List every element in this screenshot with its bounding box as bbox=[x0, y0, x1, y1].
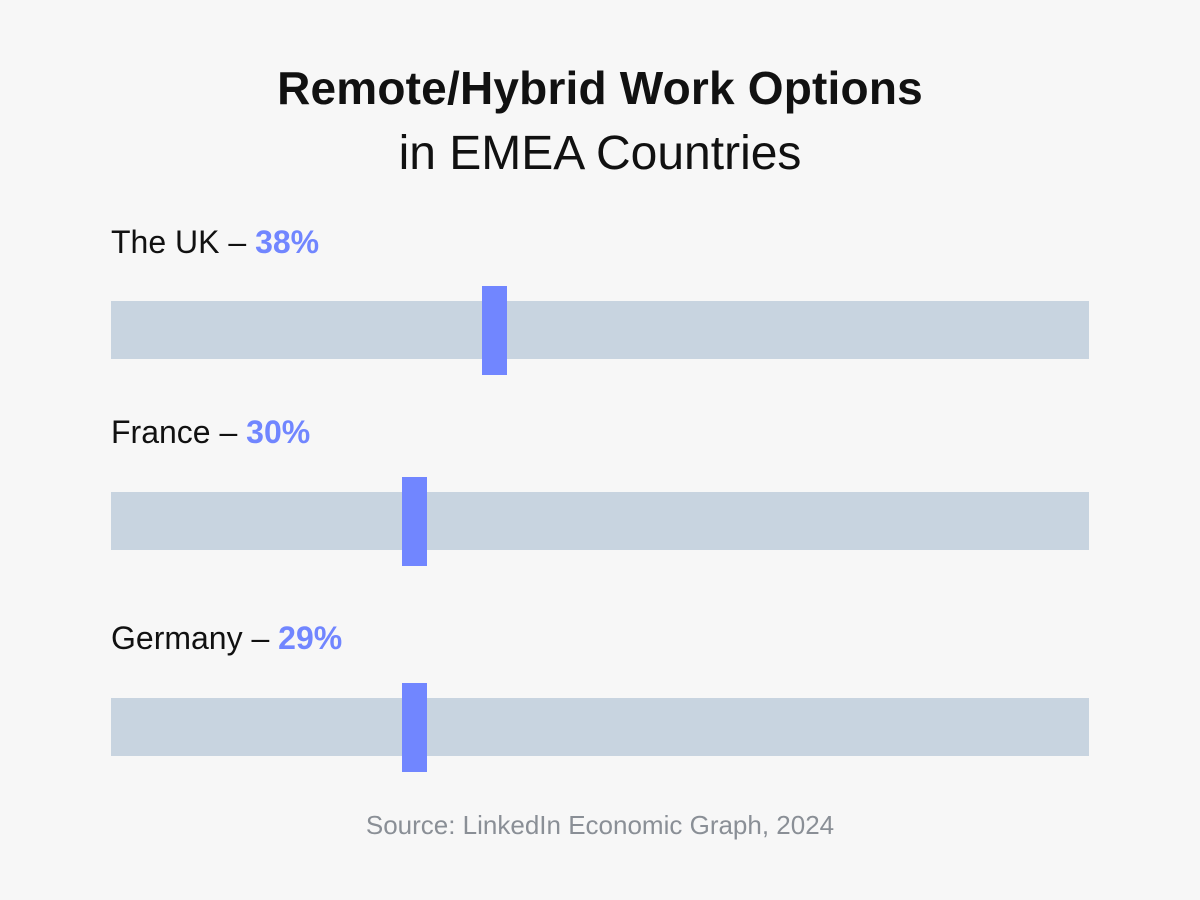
value-track bbox=[111, 698, 1089, 756]
value-marker bbox=[402, 682, 427, 772]
country-name: The UK bbox=[111, 224, 220, 260]
value-track bbox=[111, 301, 1089, 359]
chart-title: Remote/Hybrid Work Options bbox=[277, 62, 923, 114]
row-label: Germany – 29% bbox=[111, 618, 342, 658]
source-note: Source: LinkedIn Economic Graph, 2024 bbox=[365, 810, 835, 840]
value-label: 29% bbox=[278, 620, 343, 656]
row-label: France – 30% bbox=[111, 412, 310, 452]
label-separator: – bbox=[219, 224, 256, 260]
value-track bbox=[111, 492, 1089, 550]
label-separator: – bbox=[242, 620, 279, 656]
value-label: 38% bbox=[255, 224, 320, 260]
country-name: France bbox=[111, 414, 211, 450]
country-name: Germany bbox=[111, 620, 243, 656]
chart-subtitle: in EMEA Countries bbox=[398, 127, 802, 180]
value-marker bbox=[402, 476, 427, 566]
label-separator: – bbox=[210, 414, 247, 450]
value-label: 30% bbox=[246, 414, 311, 450]
row-label: The UK – 38% bbox=[111, 222, 319, 262]
value-marker bbox=[482, 285, 507, 375]
